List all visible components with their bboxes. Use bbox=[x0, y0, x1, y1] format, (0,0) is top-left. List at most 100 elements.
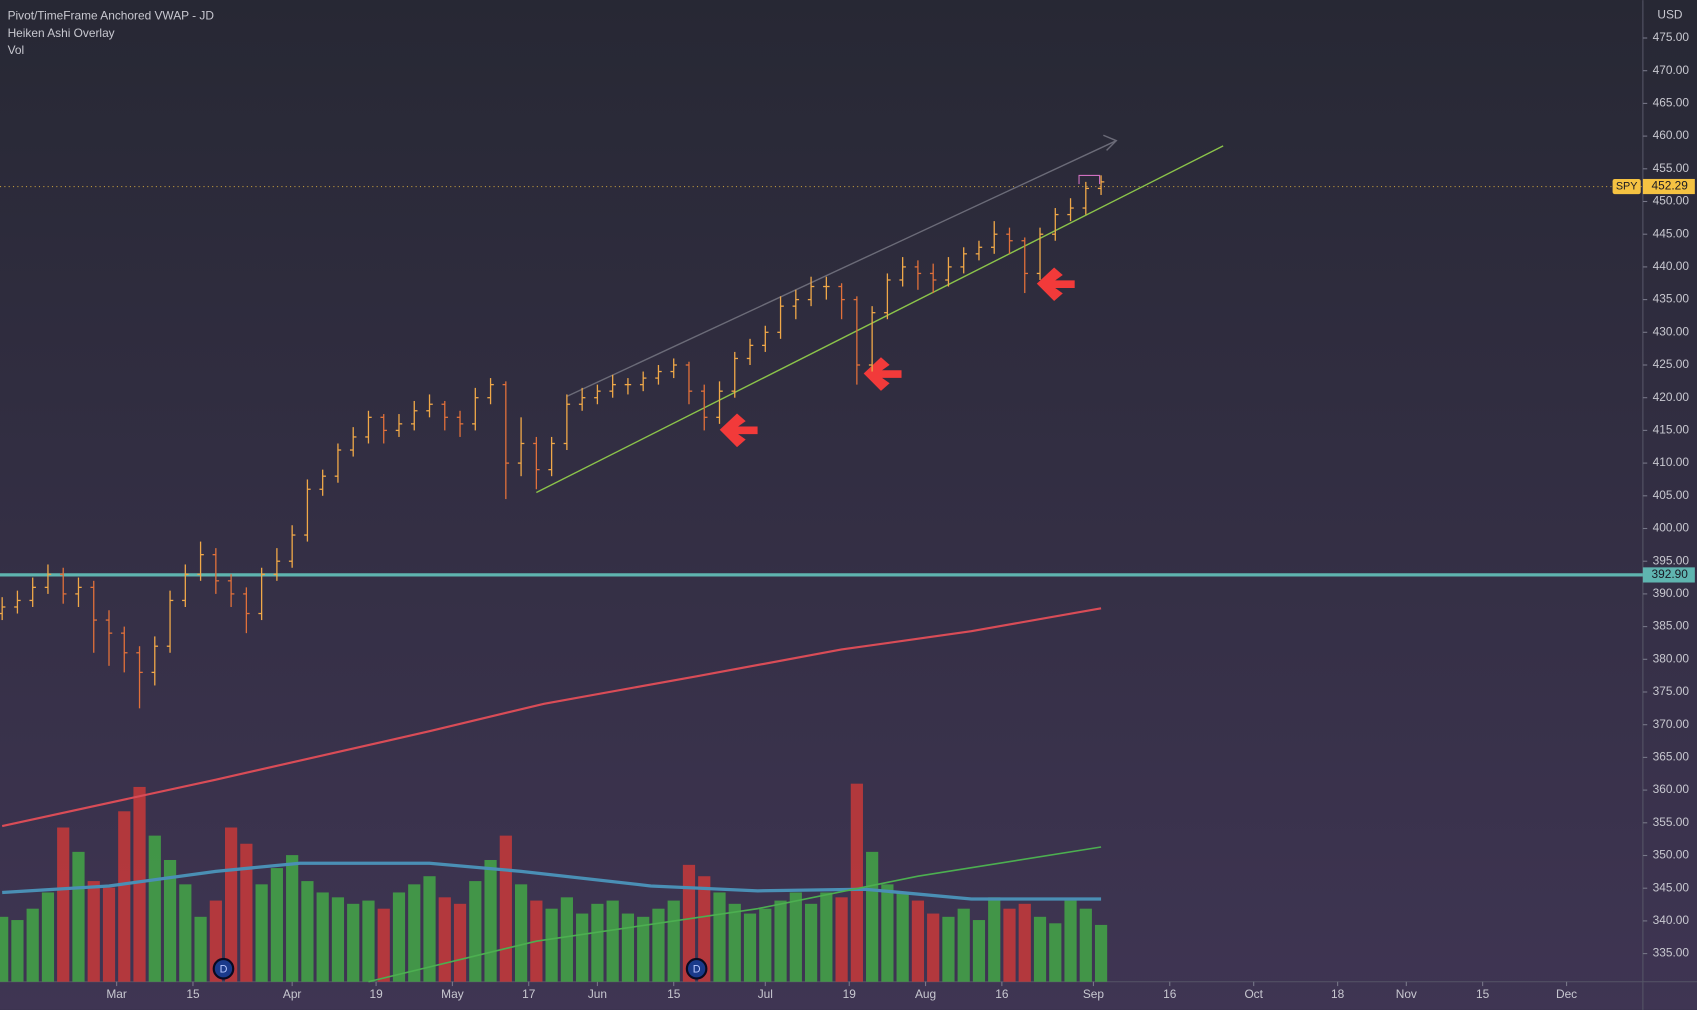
volume-bar bbox=[682, 864, 696, 982]
symbol-label: SPY bbox=[1616, 180, 1638, 192]
volume-bar bbox=[743, 913, 757, 982]
event-marker bbox=[212, 957, 235, 980]
y-tick-label: 415.00 bbox=[1653, 423, 1690, 437]
x-tick-label: Nov bbox=[1396, 987, 1417, 1001]
volume-bar bbox=[87, 881, 100, 982]
x-tick-label: Aug bbox=[915, 987, 936, 1001]
volume-bar bbox=[26, 908, 39, 982]
volume-bar bbox=[927, 913, 940, 982]
volume-bar bbox=[1003, 908, 1016, 982]
x-tick-label: 17 bbox=[522, 987, 536, 1001]
volume-bar bbox=[652, 908, 665, 982]
event-label: D bbox=[220, 964, 228, 976]
y-tick-label: 450.00 bbox=[1653, 194, 1690, 208]
volume-bar bbox=[789, 892, 802, 982]
level-label: 392.90 bbox=[1652, 567, 1689, 581]
volume-bar bbox=[438, 897, 451, 982]
y-tick-label: 365.00 bbox=[1653, 750, 1690, 764]
volume-bar bbox=[728, 903, 741, 982]
y-tick-label: 355.00 bbox=[1653, 815, 1690, 829]
x-tick-label: 19 bbox=[369, 987, 383, 1001]
volume-bar bbox=[118, 811, 131, 982]
event-label: D bbox=[693, 964, 701, 976]
marker-box bbox=[1078, 174, 1101, 185]
x-tick-label: Oct bbox=[1244, 987, 1263, 1001]
axis-unit: USD bbox=[1657, 7, 1683, 21]
volume-ma bbox=[368, 846, 1102, 983]
volume-ma bbox=[2, 861, 1102, 901]
volume-bar bbox=[72, 851, 85, 982]
y-tick-label: 445.00 bbox=[1653, 226, 1690, 240]
y-tick-label: 375.00 bbox=[1653, 684, 1690, 698]
volume-bar bbox=[1094, 924, 1108, 982]
price-tag bbox=[1642, 178, 1695, 195]
volume-bar bbox=[560, 897, 573, 982]
y-tick-label: 340.00 bbox=[1653, 913, 1690, 927]
y-tick-label: 390.00 bbox=[1653, 586, 1690, 600]
volume-bar bbox=[911, 900, 925, 982]
volume-bar bbox=[347, 903, 360, 982]
volume-bar bbox=[469, 881, 482, 982]
y-tick-label: 360.00 bbox=[1653, 782, 1690, 796]
event-marker bbox=[685, 957, 708, 980]
x-tick-label: 16 bbox=[995, 987, 1009, 1001]
volume-bar bbox=[41, 892, 55, 982]
trend-line bbox=[566, 140, 1117, 398]
volume-bar bbox=[270, 868, 283, 982]
volume-bar bbox=[835, 897, 848, 982]
symbol-tag bbox=[1612, 178, 1641, 195]
y-tick-label: 370.00 bbox=[1653, 717, 1690, 731]
volume-bar bbox=[377, 908, 390, 982]
volume-bar bbox=[224, 827, 238, 982]
x-tick-label: Jun bbox=[588, 987, 607, 1001]
price-ma bbox=[1, 607, 1102, 828]
volume-bar bbox=[545, 908, 558, 982]
x-tick-label: May bbox=[441, 987, 464, 1001]
arrow bbox=[719, 413, 758, 448]
y-tick-label: 405.00 bbox=[1653, 488, 1690, 502]
volume-bar bbox=[988, 897, 1001, 982]
volume-bar bbox=[957, 908, 970, 982]
volume-bar bbox=[774, 900, 787, 982]
volume-bar bbox=[194, 916, 207, 982]
volume-bar bbox=[0, 916, 9, 982]
volume-bar bbox=[408, 884, 421, 982]
arrow-annotations bbox=[719, 267, 1075, 448]
x-tick-label: Jul bbox=[758, 987, 773, 1001]
volume-bar bbox=[331, 897, 345, 982]
volume-bar bbox=[667, 900, 680, 982]
x-tick-label: 15 bbox=[667, 987, 681, 1001]
x-tick-label: Dec bbox=[1556, 987, 1577, 1001]
x-tick-label: 18 bbox=[1331, 987, 1345, 1001]
y-tick-label: 455.00 bbox=[1653, 161, 1690, 175]
level-tag bbox=[1642, 567, 1695, 583]
x-tick-label: 15 bbox=[1476, 987, 1490, 1001]
volume-bar bbox=[163, 859, 177, 982]
y-tick-label: 430.00 bbox=[1653, 324, 1690, 338]
volume-bar bbox=[804, 903, 818, 982]
volume-bar bbox=[301, 881, 314, 982]
volume-bar bbox=[1018, 903, 1031, 982]
volume-bar bbox=[972, 920, 986, 982]
volume-bar bbox=[514, 884, 528, 982]
volume-bar bbox=[866, 851, 879, 982]
y-tick-label: 440.00 bbox=[1653, 259, 1690, 273]
y-tick-label: 475.00 bbox=[1653, 30, 1690, 44]
volume-bar bbox=[148, 835, 161, 982]
volume-bar bbox=[11, 920, 24, 982]
volume-bar bbox=[179, 884, 192, 982]
volume-bar bbox=[1079, 908, 1092, 982]
volume-bar bbox=[820, 892, 833, 982]
x-tick-label: Sep bbox=[1083, 987, 1105, 1001]
y-tick-label: 460.00 bbox=[1653, 128, 1690, 142]
y-tick-label: 335.00 bbox=[1653, 946, 1690, 960]
x-tick-label: Mar bbox=[106, 987, 127, 1001]
y-tick-label: 435.00 bbox=[1653, 292, 1690, 306]
arrow bbox=[863, 357, 902, 391]
x-tick-label: 15 bbox=[186, 987, 200, 1001]
volume-bar bbox=[286, 855, 299, 982]
arrow bbox=[1036, 267, 1075, 301]
y-tick-label: 420.00 bbox=[1653, 390, 1690, 404]
